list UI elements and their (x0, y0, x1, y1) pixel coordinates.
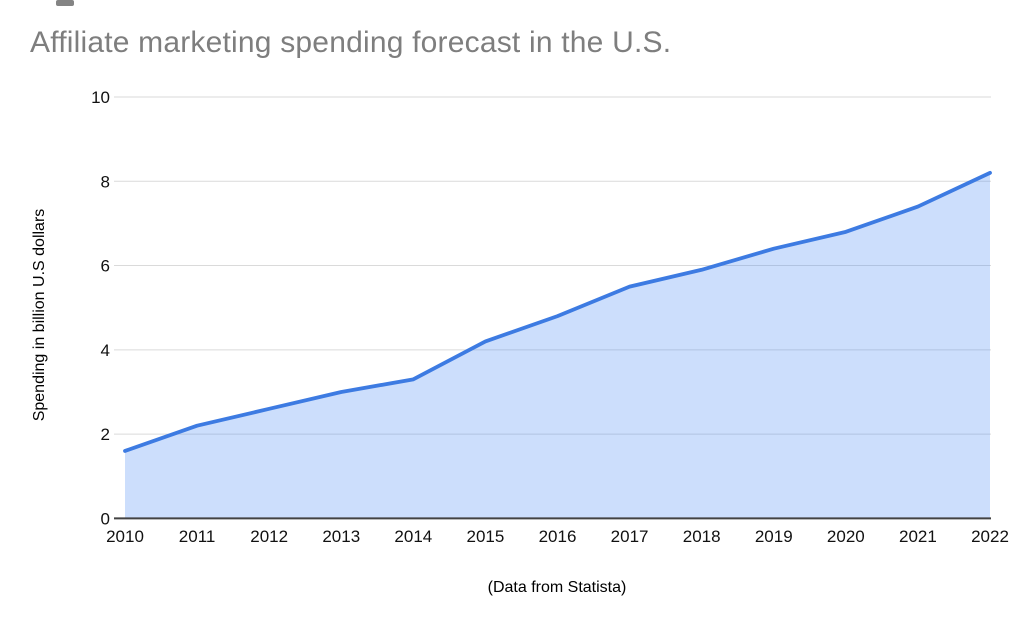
y-tick-label: 4 (101, 341, 110, 360)
x-tick-label: 2014 (394, 527, 432, 546)
x-tick-label: 2015 (467, 527, 505, 546)
y-tick-label: 0 (101, 509, 110, 528)
data-source-caption: (Data from Statista) (487, 579, 627, 596)
x-tick-label: 2020 (827, 527, 865, 546)
x-tick-label: 2010 (106, 527, 144, 546)
x-tick-label: 2012 (250, 527, 288, 546)
x-tick-label: 2016 (539, 527, 577, 546)
x-tick-label: 2021 (899, 527, 937, 546)
chart-title: Affiliate marketing spending forecast in… (30, 26, 672, 59)
x-tick-label: 2022 (971, 527, 1009, 546)
x-tick-label: 2019 (755, 527, 793, 546)
x-tick-label: 2018 (683, 527, 721, 546)
crop-artifact (56, 0, 74, 6)
y-tick-label: 8 (101, 172, 110, 191)
series-line (123, 170, 992, 453)
x-tick-label: 2017 (611, 527, 649, 546)
y-tick-label: 2 (101, 425, 110, 444)
area-fill (125, 172, 990, 519)
x-tick-label: 2013 (322, 527, 360, 546)
x-tick-label: 2011 (179, 527, 216, 546)
y-tick-label: 10 (91, 88, 110, 107)
y-tick-label: 6 (101, 257, 110, 276)
